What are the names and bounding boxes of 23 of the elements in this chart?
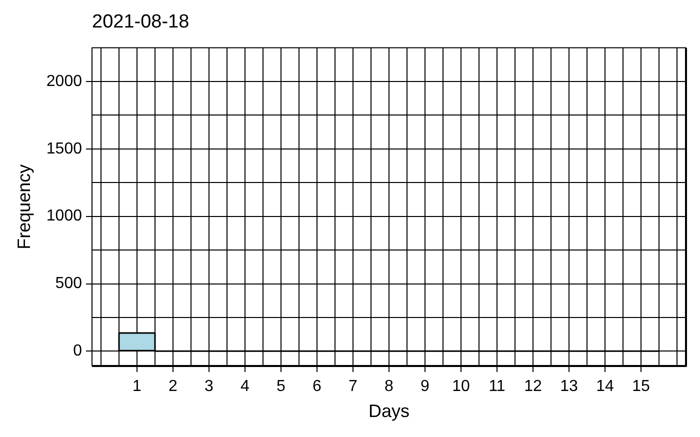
x-tick-label: 13	[560, 378, 578, 396]
x-tick-label: 3	[204, 378, 214, 396]
y-tick-label: 1500	[46, 140, 82, 158]
x-axis-title: Days	[368, 401, 410, 422]
y-tick-label: 0	[73, 342, 82, 360]
x-tick-label: 12	[524, 378, 542, 396]
y-tick-label: 500	[55, 275, 82, 292]
x-tick-label: 15	[632, 378, 650, 396]
x-tick-label: 6	[312, 378, 322, 396]
x-tick-label: 14	[596, 378, 614, 396]
x-tick-label: 2	[168, 378, 178, 396]
y-tick-label: 1000	[46, 208, 82, 225]
x-tick-label: 1	[132, 378, 142, 396]
chart-title: 2021-08-18	[92, 12, 190, 33]
x-tick-label: 5	[276, 378, 286, 396]
y-tick-label: 2000	[46, 72, 82, 90]
x-tick-label: 4	[240, 378, 250, 396]
x-tick-label: 9	[420, 378, 430, 396]
x-tick-label: 10	[452, 378, 470, 396]
x-tick-label: 11	[488, 378, 506, 396]
x-tick-label: 7	[348, 378, 358, 396]
x-tick-label: 8	[384, 378, 394, 396]
y-axis-title: Frequency	[14, 164, 34, 250]
